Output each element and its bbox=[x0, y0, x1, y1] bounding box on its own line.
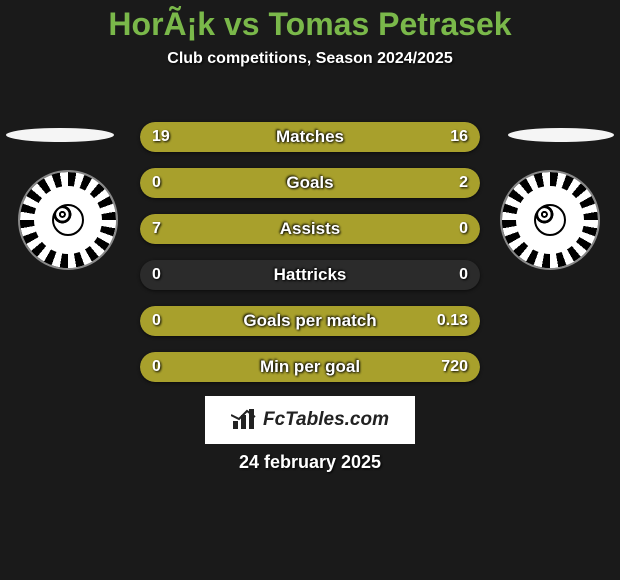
comparison-card: HorÃ¡k vs Tomas Petrasek Club competitio… bbox=[0, 0, 620, 580]
stat-row: 00Hattricks bbox=[140, 260, 480, 290]
stat-row: 70Assists bbox=[140, 214, 480, 244]
left-shadow-oval bbox=[6, 128, 114, 142]
stat-row: 02Goals bbox=[140, 168, 480, 198]
right-team-logo bbox=[500, 170, 600, 270]
stat-row: 1916Matches bbox=[140, 122, 480, 152]
stat-row: 00.13Goals per match bbox=[140, 306, 480, 336]
chart-icon bbox=[231, 409, 257, 431]
stats-bars: 1916Matches 02Goals 70Assists 00Hattricks 00… bbox=[140, 122, 480, 398]
stat-row: 0720Min per goal bbox=[140, 352, 480, 382]
stat-label: Matches bbox=[140, 122, 480, 152]
page-title: HorÃ¡k vs Tomas Petrasek bbox=[0, 0, 620, 50]
stat-label: Assists bbox=[140, 214, 480, 244]
branding-badge: FcTables.com bbox=[205, 396, 415, 444]
stat-label: Goals per match bbox=[140, 306, 480, 336]
subtitle: Club competitions, Season 2024/2025 bbox=[0, 50, 620, 68]
left-team-logo bbox=[18, 170, 118, 270]
stat-label: Min per goal bbox=[140, 352, 480, 382]
stat-label: Hattricks bbox=[140, 260, 480, 290]
branding-text: FcTables.com bbox=[263, 409, 389, 431]
stat-label: Goals bbox=[140, 168, 480, 198]
right-shadow-oval bbox=[508, 128, 614, 142]
date-text: 24 february 2025 bbox=[0, 452, 620, 473]
